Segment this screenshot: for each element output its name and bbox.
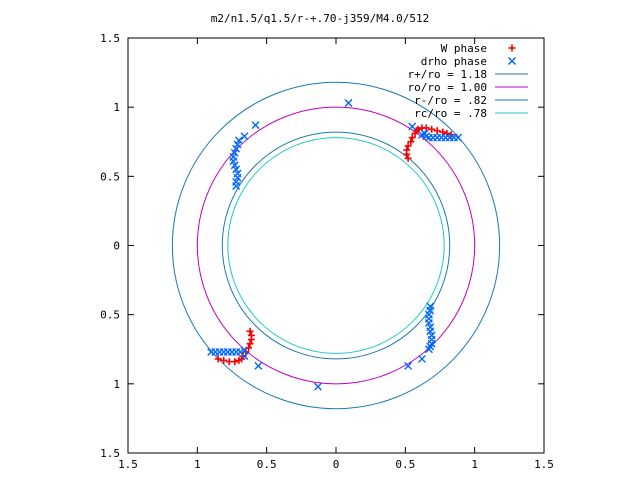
axis-ticks: 1.5 1 0.5 0 0.5 1 1.51.510.500.511.5	[100, 32, 554, 471]
point-w-phase	[214, 355, 222, 363]
y-tick-label: 0.5	[100, 170, 120, 183]
point-drho-phase	[234, 136, 243, 145]
point-drho-phase	[454, 133, 463, 142]
point-drho-phase	[313, 382, 322, 391]
legend-label-r-ro-82: r-/ro = .82	[414, 94, 487, 107]
point-drho-phase	[207, 348, 216, 357]
data-points	[207, 99, 463, 391]
point-drho-phase	[240, 132, 249, 141]
point-w-phase	[246, 327, 254, 335]
legend-marker-drho-phase	[508, 57, 516, 65]
y-tick-label: 1.5	[100, 32, 120, 45]
point-drho-phase	[404, 361, 413, 370]
point-w-phase	[235, 356, 243, 364]
point-w-phase	[403, 146, 411, 154]
point-w-phase	[247, 336, 255, 344]
point-w-phase	[225, 358, 233, 366]
point-w-phase	[220, 356, 228, 364]
point-w-phase	[422, 124, 430, 132]
chart-title: m2/n1.5/q1.5/r-+.70-j359/M4.0/512	[211, 12, 430, 25]
point-w-phase	[407, 138, 415, 146]
circle-ro-ro-1-00	[196, 106, 476, 385]
y-tick-label: 1	[113, 101, 120, 114]
point-drho-phase	[408, 122, 417, 131]
y-tick-label: 0.5	[100, 309, 120, 322]
point-w-phase	[408, 134, 416, 142]
point-w-phase	[246, 340, 254, 348]
legend-label-drho-phase: drho phase	[421, 55, 487, 68]
point-w-phase	[412, 127, 420, 135]
x-tick-label: 1.5	[534, 458, 554, 471]
point-drho-phase	[420, 129, 429, 138]
x-tick-label: 1	[471, 458, 478, 471]
x-tick-label: 1.5	[118, 458, 138, 471]
legend-marker-w-phase	[508, 44, 516, 52]
legend-label-ro-ro-1-00: ro/ro = 1.00	[408, 81, 487, 94]
circle-r-ro-82	[221, 131, 451, 360]
point-drho-phase	[251, 121, 260, 130]
legend-label-w-phase: W phase	[441, 42, 487, 55]
reference-circles	[171, 81, 501, 410]
point-w-phase	[404, 154, 412, 162]
circle-r-ro-1-18	[171, 81, 501, 410]
point-drho-phase	[424, 345, 433, 354]
point-drho-phase	[417, 354, 426, 363]
point-w-phase	[433, 127, 441, 135]
x-tick-label: 0	[333, 458, 340, 471]
x-tick-label: 0.5	[257, 458, 277, 471]
legend-label-rc-ro-78: rc/ro = .78	[414, 107, 487, 120]
point-w-phase	[428, 125, 436, 133]
legend-label-r-ro-1-18: r+/ro = 1.18	[408, 68, 487, 81]
x-tick-label: 1	[194, 458, 201, 471]
point-drho-phase	[344, 99, 353, 108]
y-tick-label: 0	[113, 240, 120, 253]
point-drho-phase	[240, 352, 249, 361]
circle-rc-ro-78	[227, 137, 445, 354]
y-tick-label: 1	[113, 378, 120, 391]
y-tick-label: 1.5	[100, 447, 120, 460]
point-w-phase	[404, 142, 412, 150]
x-tick-label: 0.5	[395, 458, 415, 471]
point-drho-phase	[254, 361, 263, 370]
